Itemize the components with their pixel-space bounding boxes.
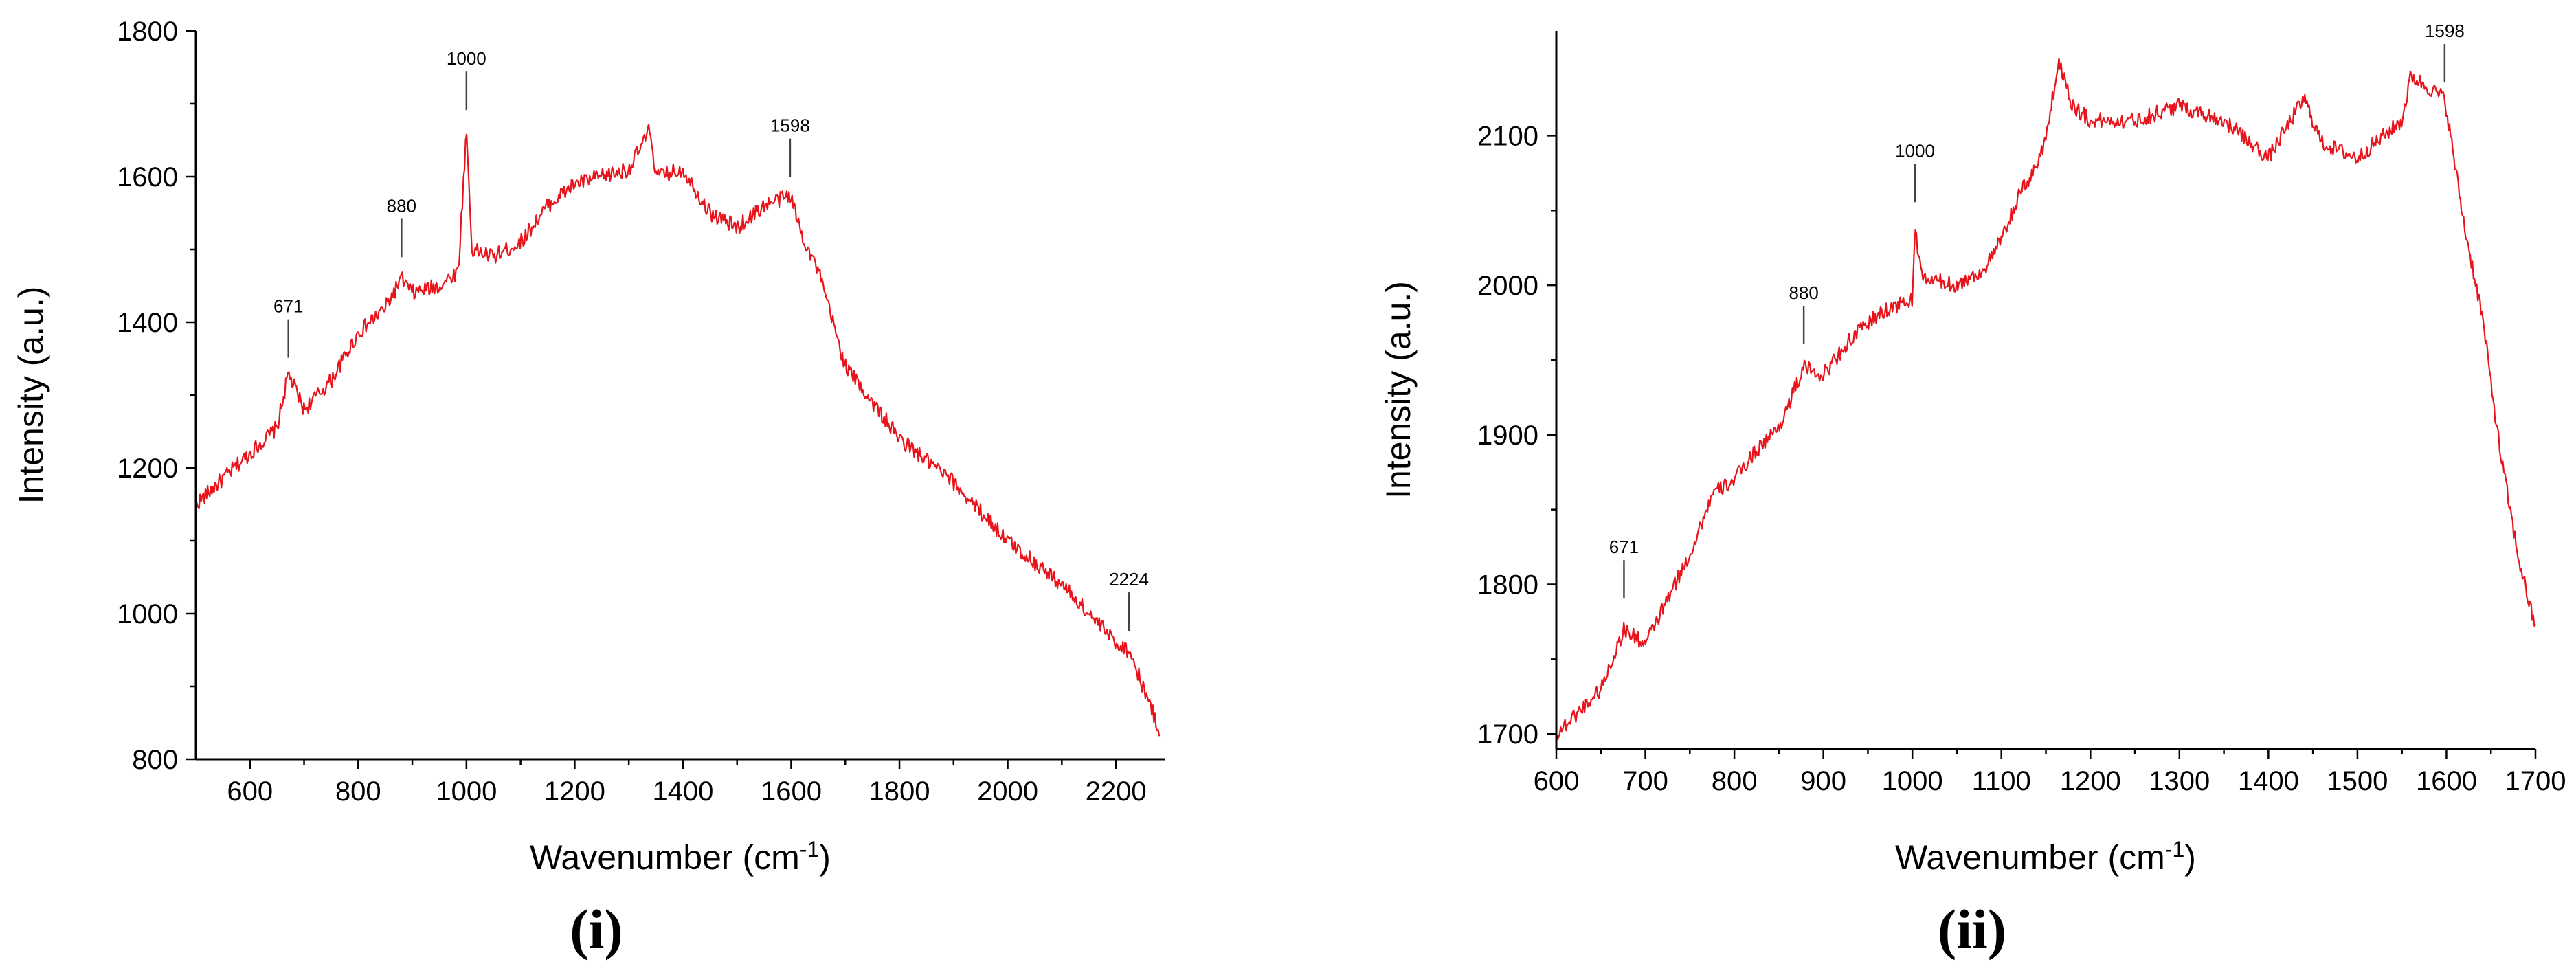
y-ticks: 800 1000 1200 1400 1600 1800 <box>117 16 196 775</box>
y-tick-label: 800 <box>132 745 178 775</box>
y-axis-title: Intensity (a.u.) <box>1379 281 1418 499</box>
x-axis-title-exponent: -1 <box>2165 837 2184 862</box>
peak-label: 671 <box>1609 537 1639 557</box>
y-tick-label: 1700 <box>1477 719 1538 750</box>
panel-label-close: ) <box>604 898 623 961</box>
chart-panel-i: 800 1000 1200 1400 1600 1800 600 800 1000 1200 14… <box>12 16 1165 961</box>
x-axis-title: Wavenumber (cm-1) <box>1895 837 2196 877</box>
x-tick-label: 1200 <box>544 776 605 807</box>
peak-annotations: 671 880 1000 1598 <box>1609 21 2465 599</box>
y-tick-label: 1000 <box>117 599 178 629</box>
peak-label: 880 <box>387 195 416 216</box>
x-tick-label: 1500 <box>2327 766 2388 796</box>
y-tick-label: 1800 <box>1477 570 1538 601</box>
x-tick-label: 1400 <box>652 776 713 807</box>
x-tick-label: 1300 <box>2149 766 2210 796</box>
x-tick-label: 1600 <box>761 776 822 807</box>
x-tick-label: 600 <box>1534 766 1580 796</box>
peak-label: 1598 <box>770 115 810 136</box>
spectrum-line <box>1555 57 2536 741</box>
chart-panel-ii: 1700 1800 1900 2000 2100 600 700 800 900 1000 110… <box>1379 21 2566 961</box>
x-tick-label: 1600 <box>2416 766 2477 796</box>
x-tick-label: 1000 <box>1882 766 1943 796</box>
x-tick-label: 1800 <box>869 776 930 807</box>
y-tick-label: 1900 <box>1477 421 1538 451</box>
x-tick-label: 1700 <box>2505 766 2566 796</box>
y-tick-label: 1200 <box>117 453 178 484</box>
x-ticks: 600 800 1000 1200 1400 1600 1800 2000 2200 <box>227 759 1147 807</box>
x-tick-label: 1100 <box>1972 766 2031 796</box>
y-axis-title: Intensity (a.u.) <box>12 287 50 504</box>
panel-label-roman: i <box>589 898 605 961</box>
peak-annotations: 671 880 1000 1598 2224 <box>273 48 1149 631</box>
x-tick-label: 1000 <box>436 776 497 807</box>
y-ticks: 1700 1800 1900 2000 2100 <box>1477 121 1556 750</box>
x-axis-title: Wavenumber (cm-1) <box>530 837 831 877</box>
y-tick-label: 1800 <box>117 16 178 47</box>
x-axis-title-close: ) <box>819 838 831 877</box>
x-tick-label: 800 <box>1712 766 1758 796</box>
panel-label: (i) <box>570 898 623 961</box>
panel-label-roman: ii <box>1956 898 1988 961</box>
peak-label: 1000 <box>1895 140 1935 161</box>
x-tick-label: 2200 <box>1086 776 1147 807</box>
x-tick-label: 1400 <box>2238 766 2299 796</box>
peak-label: 1000 <box>447 48 486 69</box>
y-tick-label: 2000 <box>1477 271 1538 301</box>
peak-label: 671 <box>273 296 303 317</box>
x-axis-title-main: Wavenumber (cm <box>1895 838 2165 877</box>
x-tick-label: 2000 <box>977 776 1038 807</box>
panel-label: (ii) <box>1938 898 2006 961</box>
x-axis-title-close: ) <box>2184 838 2196 877</box>
y-tick-label: 1400 <box>117 308 178 338</box>
panel-label-open: ( <box>1938 898 1956 961</box>
x-axis-title-exponent: -1 <box>800 837 819 862</box>
x-tick-label: 600 <box>227 776 273 807</box>
panel-label-close: ) <box>1988 898 2006 961</box>
x-ticks: 600 700 800 900 1000 1100 1200 1300 1400 1500 1600… <box>1534 749 2566 796</box>
panel-label-open: ( <box>570 898 588 961</box>
x-tick-label: 1200 <box>2060 766 2121 796</box>
x-tick-label: 900 <box>1800 766 1846 796</box>
x-tick-label: 700 <box>1622 766 1668 796</box>
spectrum-line <box>194 124 1161 737</box>
x-axis-title-main: Wavenumber (cm <box>530 838 800 877</box>
x-tick-label: 800 <box>335 776 381 807</box>
y-tick-label: 1600 <box>117 162 178 192</box>
peak-label: 880 <box>1789 282 1818 303</box>
y-tick-label: 2100 <box>1477 121 1538 151</box>
peak-label: 2224 <box>1109 569 1149 590</box>
peak-label: 1598 <box>2425 21 2465 41</box>
